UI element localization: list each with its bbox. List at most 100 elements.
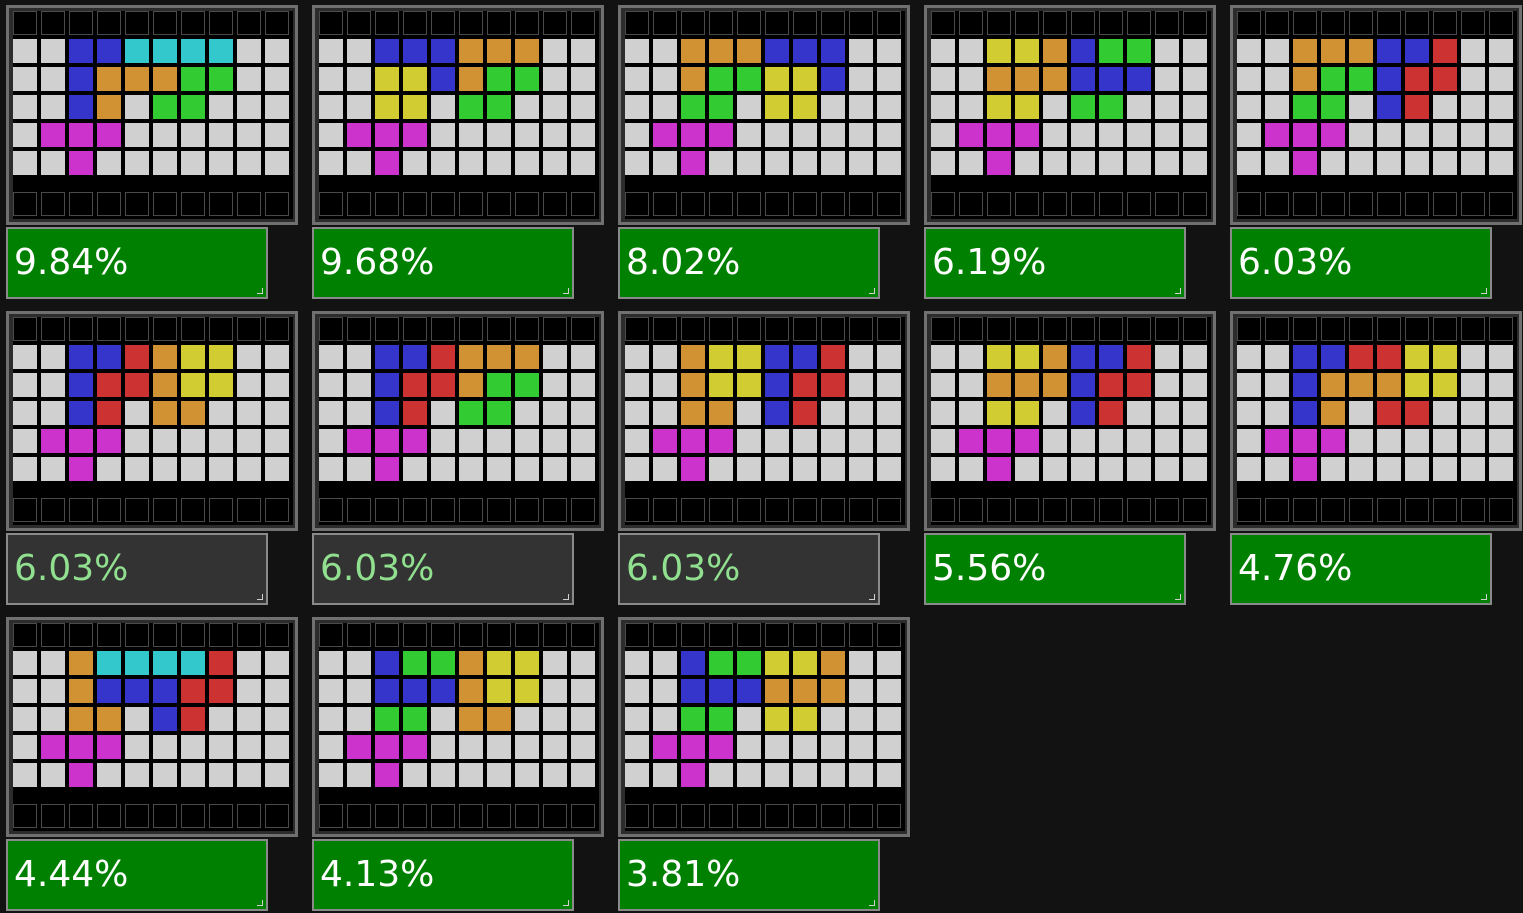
- piece-cell: [69, 429, 93, 453]
- board-border-cell: [1127, 192, 1151, 216]
- result-card: 6.03%: [6, 311, 298, 607]
- empty-cell: [347, 763, 371, 787]
- empty-cell: [181, 429, 205, 453]
- board-border-cell: [709, 11, 733, 35]
- empty-cell: [319, 707, 343, 731]
- result-card: 4.76%: [1230, 311, 1522, 607]
- empty-cell: [487, 123, 511, 147]
- empty-cell: [959, 151, 983, 175]
- board-border-cell: [571, 11, 595, 35]
- empty-cell: [543, 151, 567, 175]
- empty-cell: [849, 707, 873, 731]
- board-border-cell: [97, 623, 121, 647]
- piece-cell: [347, 123, 371, 147]
- empty-cell: [1183, 457, 1207, 481]
- empty-cell: [737, 151, 761, 175]
- piece-cell: [97, 67, 121, 91]
- board-border-cell: [849, 11, 873, 35]
- empty-cell: [13, 735, 37, 759]
- empty-cell: [1071, 123, 1095, 147]
- board-border-cell: [793, 317, 817, 341]
- empty-cell: [41, 39, 65, 63]
- board-border-cell: [571, 317, 595, 341]
- empty-cell: [459, 123, 483, 147]
- empty-cell: [625, 67, 649, 91]
- piece-cell: [1321, 401, 1345, 425]
- percentage-button[interactable]: 4.44%: [6, 839, 268, 911]
- percentage-button[interactable]: 4.13%: [312, 839, 574, 911]
- piece-cell: [403, 39, 427, 63]
- piece-cell: [1099, 373, 1123, 397]
- board-border-cell: [1099, 317, 1123, 341]
- empty-cell: [237, 151, 261, 175]
- piece-cell: [1099, 39, 1123, 63]
- board-border-cell: [153, 11, 177, 35]
- piece-cell: [1433, 345, 1457, 369]
- board-border-cell: [41, 11, 65, 35]
- empty-cell: [181, 735, 205, 759]
- board-border-cell: [69, 317, 93, 341]
- percentage-button[interactable]: 6.03%: [6, 533, 268, 605]
- empty-cell: [959, 457, 983, 481]
- board-border-cell: [181, 192, 205, 216]
- piece-cell: [209, 39, 233, 63]
- board-border-cell: [765, 804, 789, 828]
- percentage-button[interactable]: 6.03%: [312, 533, 574, 605]
- empty-cell: [265, 429, 289, 453]
- piece-cell: [709, 95, 733, 119]
- empty-cell: [1015, 151, 1039, 175]
- board-border-cell: [319, 804, 343, 828]
- piece-cell: [459, 39, 483, 63]
- empty-cell: [237, 67, 261, 91]
- empty-cell: [209, 763, 233, 787]
- percentage-button[interactable]: 6.03%: [618, 533, 880, 605]
- piece-cell: [987, 373, 1011, 397]
- empty-cell: [237, 763, 261, 787]
- piece-cell: [709, 373, 733, 397]
- board-border-cell: [793, 804, 817, 828]
- empty-cell: [1155, 95, 1179, 119]
- percentage-button[interactable]: 9.68%: [312, 227, 574, 299]
- percentage-button[interactable]: 5.56%: [924, 533, 1186, 605]
- board-border-cell: [1043, 317, 1067, 341]
- percentage-button[interactable]: 4.76%: [1230, 533, 1492, 605]
- board-border-cell: [625, 804, 649, 828]
- piece-cell: [97, 39, 121, 63]
- empty-cell: [1127, 95, 1151, 119]
- piece-cell: [1043, 345, 1067, 369]
- empty-cell: [125, 123, 149, 147]
- board-border-cell: [987, 498, 1011, 522]
- empty-cell: [1489, 373, 1513, 397]
- empty-cell: [737, 123, 761, 147]
- empty-cell: [571, 429, 595, 453]
- empty-cell: [737, 457, 761, 481]
- board-border-cell: [625, 498, 649, 522]
- board-border-cell: [959, 498, 983, 522]
- result-card: 4.44%: [6, 617, 298, 913]
- board-border-cell: [97, 317, 121, 341]
- empty-cell: [877, 39, 901, 63]
- percentage-button[interactable]: 6.19%: [924, 227, 1186, 299]
- percentage-button[interactable]: 8.02%: [618, 227, 880, 299]
- board-border-cell: [681, 498, 705, 522]
- empty-cell: [849, 373, 873, 397]
- piece-cell: [709, 679, 733, 703]
- percentage-button[interactable]: 9.84%: [6, 227, 268, 299]
- piece-cell: [1293, 373, 1317, 397]
- piece-cell: [209, 345, 233, 369]
- empty-cell: [13, 67, 37, 91]
- percentage-button[interactable]: 6.03%: [1230, 227, 1492, 299]
- empty-cell: [347, 345, 371, 369]
- board-border-cell: [1183, 317, 1207, 341]
- piece-cell: [765, 39, 789, 63]
- piece-cell: [681, 457, 705, 481]
- piece-cell: [515, 67, 539, 91]
- piece-cell: [69, 735, 93, 759]
- piece-cell: [1349, 373, 1373, 397]
- piece-cell: [375, 457, 399, 481]
- percentage-button[interactable]: 3.81%: [618, 839, 880, 911]
- empty-cell: [515, 123, 539, 147]
- empty-cell: [41, 345, 65, 369]
- piece-cell: [1015, 39, 1039, 63]
- board-border-cell: [41, 498, 65, 522]
